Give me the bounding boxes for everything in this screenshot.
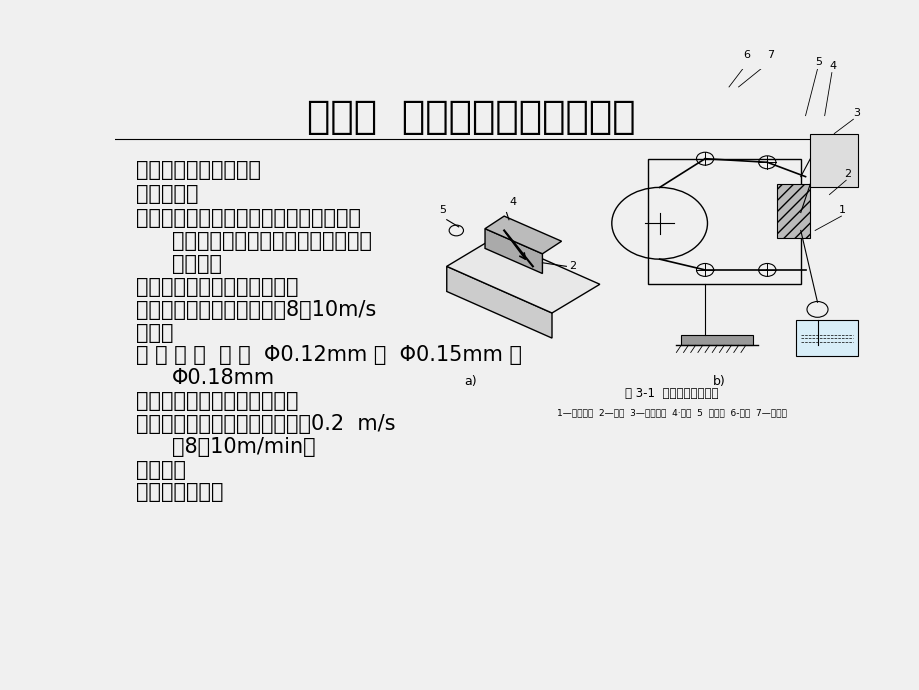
Bar [810,134,857,188]
Bar [680,335,752,345]
Text: （8～10m/min）: （8～10m/min） [172,437,315,457]
Text: 7: 7 [766,50,774,60]
Text: 电极丝：黄铜丝: 电极丝：黄铜丝 [136,482,223,502]
Text: 2: 2 [843,168,850,179]
Text: 5: 5 [814,57,822,68]
Polygon shape [447,266,551,338]
Text: 一、线切割加工的原理: 一、线切割加工的原理 [136,161,261,181]
Text: 乳化液: 乳化液 [136,322,174,342]
Text: 2: 2 [568,262,575,271]
Text: 成型的。: 成型的。 [172,254,221,274]
Bar [795,320,857,356]
Text: 电 极 丝 ：  钼 丝  Φ0.12mm 、  Φ0.15mm 、: 电 极 丝 ： 钼 丝 Φ0.12mm 、 Φ0.15mm 、 [136,346,522,366]
Text: 5: 5 [439,204,446,215]
Text: 利用移动的细金属导线（铜丝或钼丝）作: 利用移动的细金属导线（铜丝或钼丝）作 [136,208,361,228]
Text: a): a) [464,375,476,388]
Bar [776,184,810,237]
Text: 第一节  电火花线切割加工特性: 第一节 电火花线切割加工特性 [307,99,635,137]
Text: 4: 4 [829,61,835,71]
Text: 低速走丝电火花线切割机床：: 低速走丝电火花线切割机床： [136,391,299,411]
Text: 1—绝缘底板  2—工件  3—脉冲电源  4·钼丝  5  导向架  6-支架  7—工冷但: 1—绝缘底板 2—工件 3—脉冲电源 4·钼丝 5 导向架 6-支架 7—工冷但 [556,408,786,417]
Text: 电极丝低速单向运动，速度低于0.2  m/s: 电极丝低速单向运动，速度低于0.2 m/s [136,414,395,434]
Text: 1: 1 [838,204,845,215]
Text: 电极丝高速往复运动，速度8～10m/s: 电极丝高速往复运动，速度8～10m/s [136,299,376,319]
Text: 6: 6 [743,50,750,60]
Text: 高速走丝电火花线切割机床：: 高速走丝电火花线切割机床： [136,277,299,297]
Text: 图 3-1  电火花线切割原理: 图 3-1 电火花线切割原理 [624,387,718,400]
Polygon shape [447,237,599,313]
Polygon shape [484,216,561,254]
Text: b): b) [712,375,725,388]
Text: 基本原理：: 基本原理： [136,184,199,204]
Text: Φ0.18mm: Φ0.18mm [172,368,275,388]
Text: 3: 3 [853,108,859,117]
Text: 电极对工件进行脉冲火花放电、切割: 电极对工件进行脉冲火花放电、切割 [172,231,371,251]
Bar [647,159,800,284]
Text: 去离子水: 去离子水 [136,460,187,480]
Polygon shape [484,228,542,273]
Text: 4: 4 [508,197,516,207]
